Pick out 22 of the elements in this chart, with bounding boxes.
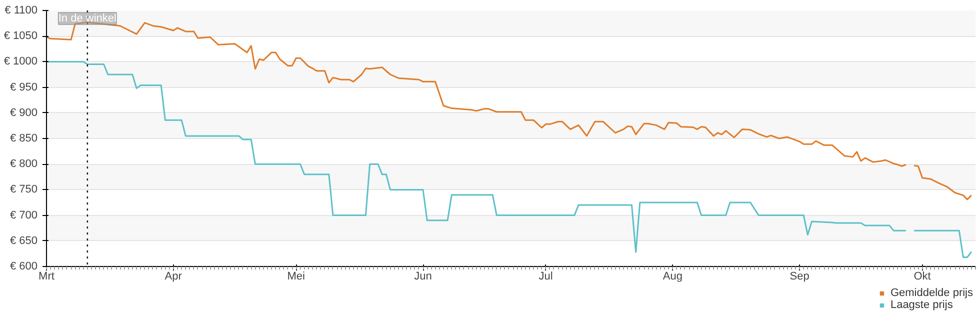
legend-label: Laagste prijs bbox=[890, 299, 953, 311]
ref-line-label: In de winkel bbox=[58, 12, 116, 24]
x-tick-label: Aug bbox=[662, 270, 682, 282]
x-tick-label: Jul bbox=[538, 270, 553, 282]
x-tick-label: Okt bbox=[914, 270, 931, 282]
y-tick-label: € 600 bbox=[10, 260, 38, 272]
y-tick-label: € 750 bbox=[10, 184, 38, 196]
y-tick-label: € 1050 bbox=[4, 30, 38, 42]
x-tick-label: Mei bbox=[287, 270, 306, 282]
x-tick-label: Sep bbox=[790, 270, 810, 282]
y-tick-label: € 800 bbox=[10, 158, 38, 170]
y-tick-label: € 650 bbox=[10, 234, 38, 247]
y-tick-label: € 1100 bbox=[4, 4, 38, 16]
y-tick-label: € 850 bbox=[10, 132, 38, 144]
x-tick-label: Mrt bbox=[38, 270, 54, 282]
x-tick-label: Apr bbox=[164, 270, 182, 282]
legend-label: Gemiddelde prijs bbox=[890, 287, 973, 299]
y-tick-label: € 950 bbox=[10, 81, 38, 94]
y-tick-label: € 900 bbox=[10, 106, 38, 119]
x-tick-label: Jun bbox=[414, 270, 432, 282]
y-tick-label: € 1000 bbox=[4, 56, 38, 68]
y-tick-label: € 700 bbox=[10, 209, 38, 222]
